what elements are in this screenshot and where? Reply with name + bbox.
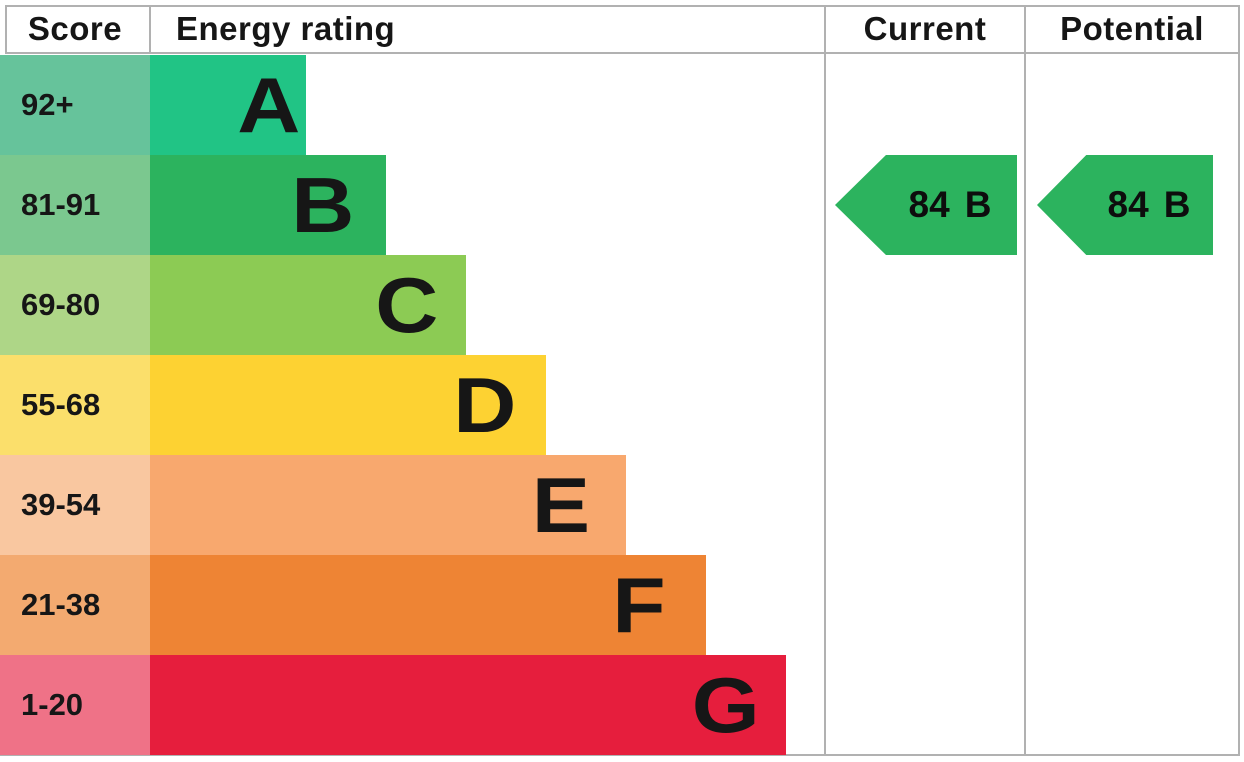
band-bar-c: C bbox=[150, 255, 466, 355]
score-range-cell: 55-68 bbox=[0, 355, 150, 455]
band-letter: C bbox=[374, 261, 438, 349]
potential-column-divider bbox=[1024, 5, 1026, 755]
potential-rating-score: 84 bbox=[1107, 184, 1149, 225]
band-letter: B bbox=[290, 161, 354, 249]
score-range-label: 69-80 bbox=[21, 287, 101, 322]
band-row-e: 39-54 E bbox=[0, 455, 1244, 555]
potential-rating-band: B bbox=[1163, 184, 1191, 225]
current-column-header: Current bbox=[863, 9, 987, 47]
score-range-label: 39-54 bbox=[21, 487, 101, 522]
score-range-cell: 39-54 bbox=[0, 455, 150, 555]
band-letter: D bbox=[452, 361, 516, 449]
band-row-g: 1-20 G bbox=[0, 655, 1244, 755]
current-rating-band: B bbox=[964, 184, 992, 225]
score-column-header: Score bbox=[27, 9, 123, 47]
score-column-divider bbox=[149, 5, 151, 54]
band-letter: F bbox=[612, 561, 666, 649]
band-row-c: 69-80 C bbox=[0, 255, 1244, 355]
band-bar-b: B bbox=[150, 155, 386, 255]
score-range-label: 1-20 bbox=[21, 687, 84, 722]
band-row-d: 55-68 D bbox=[0, 355, 1244, 455]
current-column-divider bbox=[824, 5, 826, 755]
energy-rating-column-header: Energy rating bbox=[176, 9, 396, 47]
score-range-cell: 69-80 bbox=[0, 255, 150, 355]
potential-column-header: Potential bbox=[1060, 9, 1204, 47]
score-range-label: 81-91 bbox=[21, 187, 101, 222]
score-range-label: 21-38 bbox=[21, 587, 101, 622]
score-range-label: 92+ bbox=[21, 87, 74, 122]
band-letter: A bbox=[236, 61, 300, 149]
band-letter: E bbox=[531, 461, 590, 549]
band-bar-d: D bbox=[150, 355, 546, 455]
score-range-cell: 92+ bbox=[0, 55, 150, 155]
score-range-cell: 1-20 bbox=[0, 655, 150, 755]
band-row-a: 92+ A bbox=[0, 55, 1244, 155]
current-rating-score: 84 bbox=[908, 184, 950, 225]
band-row-f: 21-38 F bbox=[0, 555, 1244, 655]
top-border-line bbox=[5, 5, 1240, 7]
band-bar-g: G bbox=[150, 655, 786, 755]
left-border-line bbox=[5, 5, 7, 54]
score-range-label: 55-68 bbox=[21, 387, 101, 422]
right-border-line bbox=[1238, 5, 1240, 755]
score-range-cell: 21-38 bbox=[0, 555, 150, 655]
band-bar-e: E bbox=[150, 455, 626, 555]
score-range-cell: 81-91 bbox=[0, 155, 150, 255]
bottom-border-line bbox=[0, 754, 1240, 756]
header-separator-line bbox=[5, 52, 1240, 54]
band-letter: G bbox=[692, 661, 760, 749]
band-bar-f: F bbox=[150, 555, 706, 655]
band-bar-a: A bbox=[150, 55, 306, 155]
band-row-b: 81-91 B bbox=[0, 155, 1244, 255]
